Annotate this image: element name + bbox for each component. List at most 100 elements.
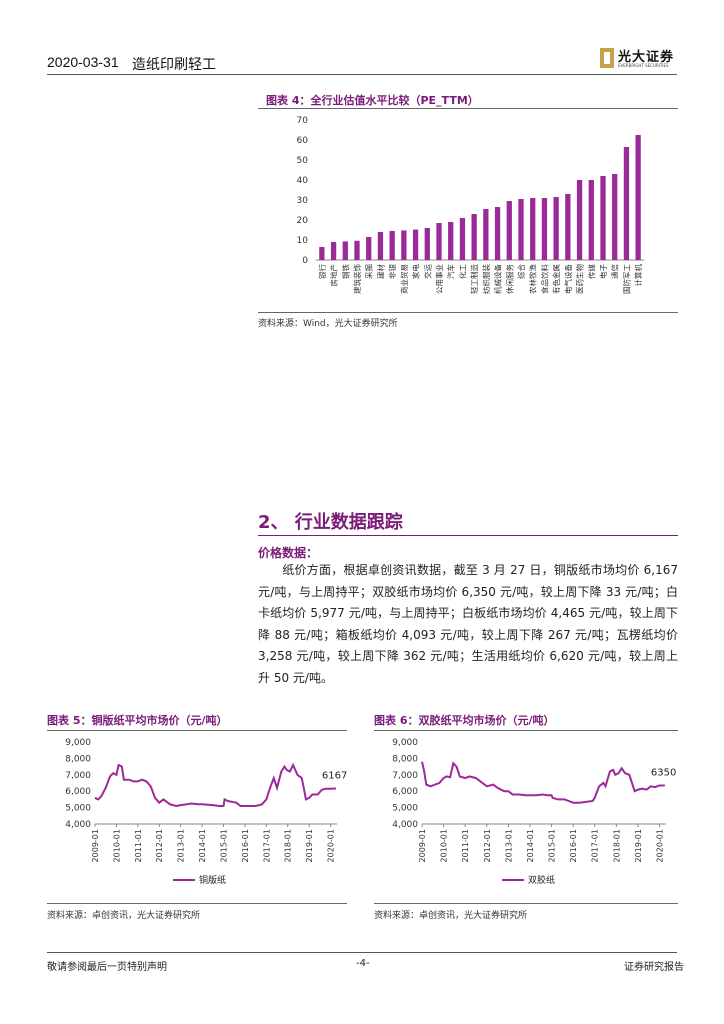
pe-ttm-bar-chart: 0 10 20 30 40 50 60 70 银行 房地产 钢铁 建筑装饰 采掘 建材 非银 商业贸易 家电 交运… (297, 116, 644, 294)
y-tick-label-0: 0 (302, 256, 308, 266)
coated-end-value-label: 6167 (322, 770, 347, 781)
coated-x-tick-label-8: 2017-01 (262, 829, 271, 862)
bar-18 (530, 198, 536, 260)
y-tick-label-7: 70 (297, 116, 309, 126)
x-tick-label-7: 商业贸易 (399, 264, 409, 294)
figure4-bottom-rule (258, 312, 678, 313)
x-tick-label-25: 通信 (610, 264, 620, 279)
offset-y-tick-label-4: 8,000 (392, 754, 418, 764)
x-tick-label-22: 医药生物 (575, 264, 585, 294)
coated-paper-price-chart: 4,000 5,000 6,000 7,000 8,000 9,000 2009-01 201… (65, 738, 347, 886)
figure4-top-rule (258, 108, 678, 109)
x-tick-label-19: 食品饮料 (539, 264, 549, 294)
x-tick-label-14: 纺织服装 (481, 264, 491, 294)
x-tick-label-0: 银行 (317, 264, 327, 279)
x-tick-label-17: 综合 (516, 264, 526, 279)
bar-27 (635, 135, 641, 260)
x-tick-label-16: 休闲服务 (504, 264, 514, 294)
figure5-top-rule (47, 730, 347, 731)
offset-y-tick-label-0: 4,000 (392, 820, 418, 830)
section-rule (258, 535, 678, 536)
figure6-bottom-rule (374, 903, 678, 904)
page-number: -4- (356, 958, 370, 969)
offset-x-tick-label-4: 2013-01 (504, 829, 513, 862)
bar-4 (366, 237, 372, 260)
coated-x-tick-label-4: 2013-01 (177, 829, 186, 862)
figure4-source: 资料来源：Wind，光大证券研究所 (258, 319, 398, 329)
x-tick-label-18: 农林牧渔 (528, 264, 538, 294)
bar-6 (389, 231, 395, 260)
bar-7 (401, 230, 407, 260)
header-rule (47, 74, 677, 75)
offset-x-tick-label-11: 2020-01 (656, 829, 665, 862)
bar-26 (623, 147, 630, 260)
logo-subtext: EVERBRIGHT SECURITIES (618, 63, 669, 68)
x-tick-label-26: 国防军工 (621, 264, 631, 294)
footer-rule (47, 952, 677, 953)
y-tick-label-5: 50 (297, 156, 309, 166)
coated-x-tick-label-6: 2015-01 (219, 829, 228, 862)
offset-legend-label: 双胶纸 (528, 874, 555, 886)
offset-x-tick-label-6: 2015-01 (548, 829, 557, 862)
y-tick-label-4: 40 (297, 176, 309, 186)
coated-y-tick-label-2: 6,000 (65, 787, 91, 797)
bar-2 (342, 241, 348, 260)
offset-y-tick-label-3: 7,000 (392, 771, 418, 781)
coated-series-line (94, 762, 336, 808)
offset-y-tick-label-5: 9,000 (392, 738, 418, 748)
coated-x-tick-label-1: 2010-01 (112, 829, 121, 862)
bar-5 (377, 232, 384, 260)
bar-21 (565, 194, 571, 260)
footer-disclaimer: 敬请参阅最后一页特别声明 (47, 962, 167, 973)
x-tick-label-20: 有色金属 (551, 264, 561, 294)
bar-24 (600, 176, 606, 260)
x-tick-label-23: 传媒 (586, 264, 596, 279)
logo-mark-icon (600, 48, 614, 68)
price-paragraph: 纸价方面，根据卓创资讯数据，截至 3 月 27 日，铜版纸市场均价 6,167 … (258, 560, 678, 689)
coated-x-tick-label-11: 2020-01 (327, 829, 336, 862)
offset-x-tick-label-0: 2009-01 (418, 829, 427, 862)
coated-x-tick-label-3: 2012-01 (155, 829, 164, 862)
bar-9 (424, 228, 430, 260)
logo-text: 光大证券 (618, 50, 675, 65)
coated-x-tick-label-10: 2019-01 (305, 829, 314, 862)
bar-12 (459, 218, 466, 260)
coated-y-tick-label-1: 5,000 (65, 804, 91, 814)
y-tick-label-6: 60 (297, 136, 309, 146)
bar-15 (494, 207, 501, 260)
x-tick-label-2: 钢铁 (340, 264, 350, 279)
coated-x-tick-label-7: 2016-01 (241, 829, 250, 862)
bar-1 (330, 242, 337, 260)
figure6-title: 图表 6：双胶纸平均市场价（元/吨） (374, 714, 555, 727)
x-tick-label-12: 化工 (457, 264, 467, 279)
bar-0 (319, 247, 325, 260)
y-tick-label-3: 30 (297, 196, 309, 206)
bar-17 (518, 199, 524, 260)
price-paragraph-text: 纸价方面，根据卓创资讯数据，截至 3 月 27 日，铜版纸市场均价 6,167 … (258, 563, 678, 685)
bar-11 (448, 222, 454, 260)
offset-y-tick-label-1: 5,000 (392, 804, 418, 814)
x-tick-label-24: 电子 (598, 264, 608, 279)
bar-14 (483, 209, 489, 260)
footer-report-type: 证券研究报告 (624, 962, 684, 973)
x-tick-label-8: 家电 (411, 264, 421, 279)
offset-x-tick-label-5: 2014-01 (526, 829, 535, 862)
figure5-bottom-rule (47, 903, 347, 904)
bar-22 (576, 180, 583, 260)
bar-19 (541, 198, 548, 260)
x-tick-label-27: 计算机 (633, 264, 643, 287)
figure4-title: 图表 4：全行业估值水平比较（PE_TTM） (266, 94, 479, 107)
coated-y-tick-label-4: 8,000 (65, 754, 91, 764)
y-tick-label-2: 20 (297, 216, 309, 226)
y-tick-label-1: 10 (297, 236, 309, 246)
coated-x-tick-label-0: 2009-01 (91, 829, 100, 862)
price-data-subhead: 价格数据： (258, 546, 319, 560)
offset-x-tick-label-3: 2012-01 (483, 829, 492, 862)
x-tick-label-1: 房地产 (329, 264, 339, 287)
x-tick-label-3: 建筑装饰 (352, 264, 362, 294)
x-tick-label-4: 采掘 (364, 264, 374, 279)
bar-3 (354, 240, 360, 260)
x-tick-label-21: 电气设备 (563, 264, 573, 294)
offset-series-line (421, 761, 665, 804)
bar-13 (471, 214, 477, 260)
